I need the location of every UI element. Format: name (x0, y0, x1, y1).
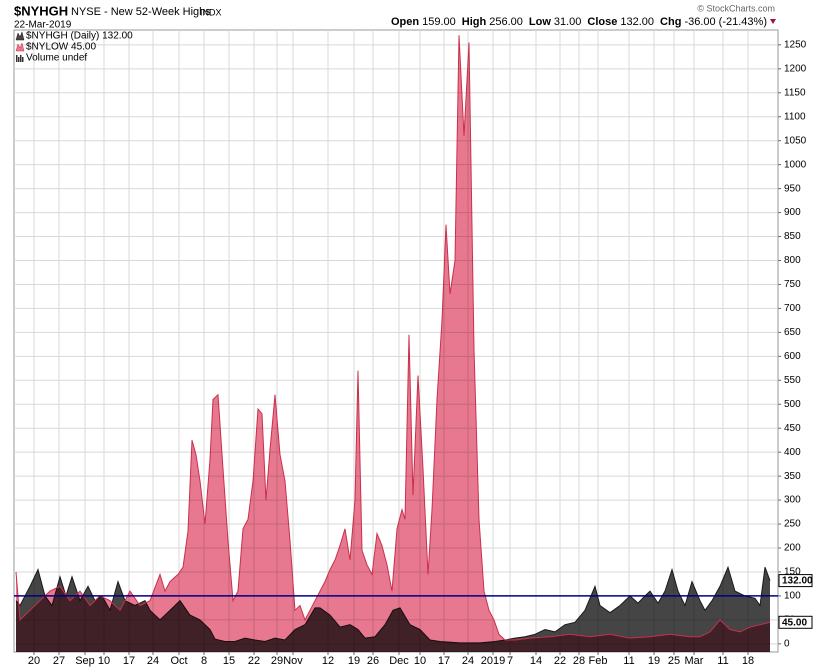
quote-label: High (462, 16, 487, 28)
x-tick-label: 11 (717, 655, 728, 667)
x-tick-label: 8 (201, 655, 207, 667)
x-tick-label: 10 (98, 655, 110, 667)
legend-swatch (20, 55, 22, 62)
x-tick-label: Oct (170, 655, 187, 667)
credit: © StockCharts.com (697, 3, 775, 13)
x-tick-label: 11 (623, 655, 634, 667)
y-tick-label: 1200 (784, 63, 807, 74)
x-tick-label: 10 (414, 655, 426, 667)
y-tick-label: 250 (784, 519, 801, 530)
y-tick-label: 1050 (784, 135, 807, 146)
x-tick-label: 7 (507, 655, 513, 667)
y-tick-label: 850 (784, 231, 801, 242)
exchange: INDX (200, 7, 222, 17)
x-tick-label: 20 (28, 655, 40, 667)
y-tick-label: 350 (784, 471, 801, 482)
x-tick-label: Dec (389, 655, 409, 667)
y-tick-label: 100 (784, 591, 801, 602)
y-tick-label: 1250 (784, 39, 807, 50)
y-tick-label: 450 (784, 423, 801, 434)
x-tick-label: 14 (530, 655, 542, 667)
x-tick-label: 22 (554, 655, 566, 667)
last-value-label: 132.00 (782, 576, 813, 587)
y-tick-label: 800 (784, 255, 801, 266)
down-arrow (770, 19, 776, 24)
date: 22-Mar-2019 (14, 20, 72, 31)
x-tick-label: 15 (223, 655, 235, 667)
y-tick-label: 1100 (784, 111, 806, 122)
x-tick-label: 17 (123, 655, 135, 667)
x-tick-label: 25 (668, 655, 680, 667)
quote-value: -36.00 (-21.43%) (684, 16, 767, 28)
y-tick-label: 200 (784, 543, 801, 554)
x-tick-label: 18 (742, 655, 754, 667)
legend-label: Volume undef (26, 53, 87, 64)
y-tick-label: 550 (784, 375, 801, 386)
y-tick-label: 750 (784, 279, 801, 290)
quote-value: 31.00 (554, 16, 582, 28)
legend-swatch (15, 31, 25, 41)
x-tick-label: Feb (589, 655, 608, 667)
quote-label: Close (587, 16, 617, 28)
y-tick-label: 400 (784, 447, 801, 458)
legend-swatch (16, 55, 18, 62)
x-tick-label: 29 (271, 655, 283, 667)
x-tick-label: 17 (438, 655, 450, 667)
x-tick-label: 22 (248, 655, 260, 667)
y-tick-label: 1150 (784, 87, 806, 98)
x-tick-label: Sep (75, 655, 95, 667)
y-tick-label: 0 (784, 638, 790, 649)
quote-label: Open (391, 16, 419, 28)
y-tick-label: 700 (784, 303, 801, 314)
y-tick-label: 650 (784, 327, 801, 338)
x-tick-label: 27 (53, 655, 65, 667)
chart-title: NYSE - New 52-Week Highs (71, 6, 211, 18)
x-tick-label: 2019 (481, 655, 505, 667)
last-value-tag (778, 615, 813, 629)
last-value-label: 45.00 (782, 617, 807, 628)
quote: Open 159.00 High 256.00 Low 31.00 Close 132.00 C… (391, 16, 767, 28)
y-tick-label: 300 (784, 495, 801, 506)
quote-value: 256.00 (489, 16, 523, 28)
x-tick-label: Mar (685, 655, 704, 667)
x-tick-label: 19 (648, 655, 660, 667)
x-tick-label: 28 (573, 655, 585, 667)
x-tick-label: Nov (283, 655, 303, 667)
x-tick-label: 24 (147, 655, 159, 667)
x-tick-label: 26 (367, 655, 379, 667)
y-tick-label: 600 (784, 351, 801, 362)
last-value-tag (778, 574, 813, 588)
area-line (15, 35, 771, 641)
legend-swatch (18, 57, 20, 62)
quote-label: Chg (660, 16, 681, 28)
x-tick-label: 24 (462, 655, 474, 667)
y-tick-label: 1000 (784, 159, 807, 170)
quote-value: 159.00 (422, 16, 456, 28)
y-tick-label: 900 (784, 207, 801, 218)
y-tick-label: 500 (784, 399, 801, 410)
y-tick-label: 150 (784, 567, 801, 578)
x-tick-label: 19 (348, 655, 360, 667)
legend-swatch (22, 57, 24, 62)
quote-value: 132.00 (620, 16, 654, 28)
legend-label: $NYHGH (Daily) 132.00 (26, 31, 133, 42)
legend-label: $NYLOW 45.00 (26, 42, 96, 53)
grid (14, 30, 778, 652)
quote-label: Low (529, 16, 551, 28)
legend-swatch (15, 42, 25, 52)
symbol: $NYHGH (14, 3, 68, 18)
y-tick-label: 950 (784, 183, 801, 194)
x-tick-label: 12 (322, 655, 334, 667)
